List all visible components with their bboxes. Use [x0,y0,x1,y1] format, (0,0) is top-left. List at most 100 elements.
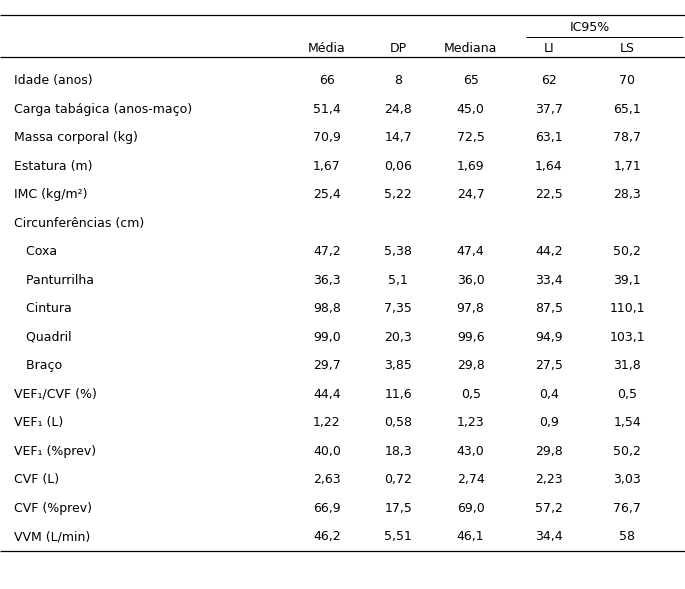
Text: 7,35: 7,35 [384,302,412,315]
Text: 47,4: 47,4 [457,245,484,258]
Text: 46,1: 46,1 [457,530,484,543]
Text: 18,3: 18,3 [384,445,412,458]
Text: 43,0: 43,0 [457,445,484,458]
Text: Média: Média [308,41,346,55]
Text: 39,1: 39,1 [613,274,641,287]
Text: 76,7: 76,7 [613,502,641,515]
Text: 29,8: 29,8 [457,359,484,372]
Text: 70: 70 [619,74,635,87]
Text: Massa corporal (kg): Massa corporal (kg) [14,131,138,144]
Text: 24,7: 24,7 [457,188,484,201]
Text: 57,2: 57,2 [535,502,563,515]
Text: 50,2: 50,2 [613,245,641,258]
Text: VEF₁ (%prev): VEF₁ (%prev) [14,445,96,458]
Text: 1,71: 1,71 [613,160,641,173]
Text: 34,4: 34,4 [535,530,562,543]
Text: LS: LS [619,41,634,55]
Text: 29,7: 29,7 [313,359,340,372]
Text: 98,8: 98,8 [313,302,340,315]
Text: IMC (kg/m²): IMC (kg/m²) [14,188,87,201]
Text: 1,22: 1,22 [313,416,340,429]
Text: 24,8: 24,8 [384,102,412,115]
Text: 3,85: 3,85 [384,359,412,372]
Text: 0,5: 0,5 [461,388,481,401]
Text: 78,7: 78,7 [613,131,641,144]
Text: 2,74: 2,74 [457,473,484,486]
Text: 11,6: 11,6 [384,388,412,401]
Text: 29,8: 29,8 [535,445,563,458]
Text: 72,5: 72,5 [457,131,484,144]
Text: 94,9: 94,9 [535,330,562,343]
Text: Panturrilha: Panturrilha [14,274,94,287]
Text: 69,0: 69,0 [457,502,484,515]
Text: 2,23: 2,23 [535,473,562,486]
Text: 0,58: 0,58 [384,416,412,429]
Text: 0,4: 0,4 [539,388,559,401]
Text: 2,63: 2,63 [313,473,340,486]
Text: 99,0: 99,0 [313,330,340,343]
Text: 47,2: 47,2 [313,245,340,258]
Text: Idade (anos): Idade (anos) [14,74,92,87]
Text: 103,1: 103,1 [609,330,645,343]
Text: 33,4: 33,4 [535,274,562,287]
Text: Cintura: Cintura [14,302,71,315]
Text: 110,1: 110,1 [609,302,645,315]
Text: 5,51: 5,51 [384,530,412,543]
Text: 1,64: 1,64 [535,160,562,173]
Text: 1,23: 1,23 [457,416,484,429]
Text: CVF (L): CVF (L) [14,473,59,486]
Text: 50,2: 50,2 [613,445,641,458]
Text: 1,54: 1,54 [613,416,641,429]
Text: CVF (%prev): CVF (%prev) [14,502,92,515]
Text: 1,69: 1,69 [457,160,484,173]
Text: 63,1: 63,1 [535,131,562,144]
Text: 0,9: 0,9 [539,416,559,429]
Text: 5,22: 5,22 [384,188,412,201]
Text: 45,0: 45,0 [457,102,484,115]
Text: 36,0: 36,0 [457,274,484,287]
Text: 70,9: 70,9 [313,131,340,144]
Text: 97,8: 97,8 [457,302,484,315]
Text: LI: LI [544,41,554,55]
Text: 66: 66 [319,74,335,87]
Text: VEF₁ (L): VEF₁ (L) [14,416,63,429]
Text: Coxa: Coxa [14,245,57,258]
Text: DP: DP [390,41,407,55]
Text: 40,0: 40,0 [313,445,340,458]
Text: 8: 8 [394,74,402,87]
Text: 65,1: 65,1 [613,102,641,115]
Text: 58: 58 [619,530,635,543]
Text: 99,6: 99,6 [457,330,484,343]
Text: Carga tabágica (anos-maço): Carga tabágica (anos-maço) [14,102,192,115]
Text: 17,5: 17,5 [384,502,412,515]
Text: 0,5: 0,5 [617,388,637,401]
Text: 14,7: 14,7 [384,131,412,144]
Text: 65: 65 [463,74,479,87]
Text: 0,72: 0,72 [384,473,412,486]
Text: 1,67: 1,67 [313,160,340,173]
Text: 37,7: 37,7 [535,102,563,115]
Text: 36,3: 36,3 [313,274,340,287]
Text: Mediana: Mediana [444,41,497,55]
Text: 87,5: 87,5 [535,302,563,315]
Text: 5,1: 5,1 [388,274,408,287]
Text: 44,4: 44,4 [313,388,340,401]
Text: 31,8: 31,8 [613,359,641,372]
Text: VEF₁/CVF (%): VEF₁/CVF (%) [14,388,97,401]
Text: 66,9: 66,9 [313,502,340,515]
Text: 51,4: 51,4 [313,102,340,115]
Text: 25,4: 25,4 [313,188,340,201]
Text: 3,03: 3,03 [613,473,641,486]
Text: Quadril: Quadril [14,330,71,343]
Text: 62: 62 [541,74,557,87]
Text: 44,2: 44,2 [535,245,562,258]
Text: IC95%: IC95% [570,21,610,34]
Text: 5,38: 5,38 [384,245,412,258]
Text: 27,5: 27,5 [535,359,563,372]
Text: 22,5: 22,5 [535,188,563,201]
Text: Circunferências (cm): Circunferências (cm) [14,217,144,230]
Text: 28,3: 28,3 [613,188,641,201]
Text: VVM (L/min): VVM (L/min) [14,530,90,543]
Text: Braço: Braço [14,359,62,372]
Text: 20,3: 20,3 [384,330,412,343]
